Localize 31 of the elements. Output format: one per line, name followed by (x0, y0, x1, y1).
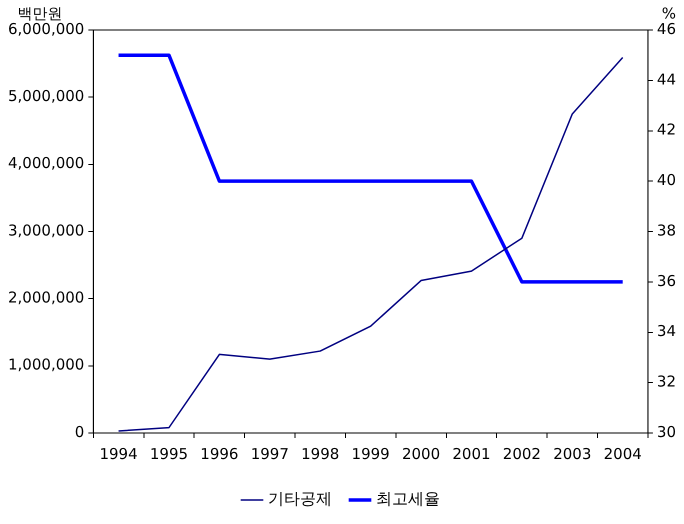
x-tick-label: 1994 (99, 444, 138, 463)
legend-label: 최고세율 (376, 489, 440, 508)
x-tick-label: 1996 (200, 444, 238, 463)
y2-tick-label: 42 (656, 120, 676, 139)
y-tick-label: 1,000,000 (8, 356, 84, 374)
y2-tick-label: 46 (656, 20, 676, 38)
y2-axis-title: % (662, 4, 676, 22)
x-tick-label: 2004 (604, 444, 642, 463)
x-tick-label: 1997 (250, 444, 289, 463)
x-tick-label: 2001 (452, 444, 491, 463)
y-tick-label: 0 (74, 422, 84, 441)
x-tick-label: 2003 (553, 444, 592, 463)
x-tick-label: 2002 (502, 444, 541, 463)
y2-tick-label: 40 (656, 171, 676, 190)
y2-tick-label: 34 (656, 322, 676, 340)
y2-tick-label: 30 (656, 422, 676, 441)
y2-tick-label: 38 (656, 221, 676, 240)
y2-tick-label: 44 (656, 70, 676, 88)
y-tick-label: 3,000,000 (8, 221, 84, 240)
y-axis-title: 백만원 (18, 4, 62, 22)
x-tick-label: 2000 (402, 444, 440, 463)
y2-tick-label: 32 (656, 372, 676, 391)
y-tick-label: 6,000,000 (8, 20, 84, 38)
x-tick-label: 1999 (352, 444, 390, 463)
legend-label: 기타공제 (268, 489, 332, 508)
y-tick-label: 2,000,000 (8, 288, 84, 307)
y-tick-label: 5,000,000 (8, 87, 84, 106)
x-tick-label: 1998 (301, 444, 340, 463)
y-tick-label: 4,000,000 (8, 154, 84, 172)
y2-tick-label: 36 (656, 272, 676, 290)
x-tick-label: 1995 (150, 444, 188, 463)
